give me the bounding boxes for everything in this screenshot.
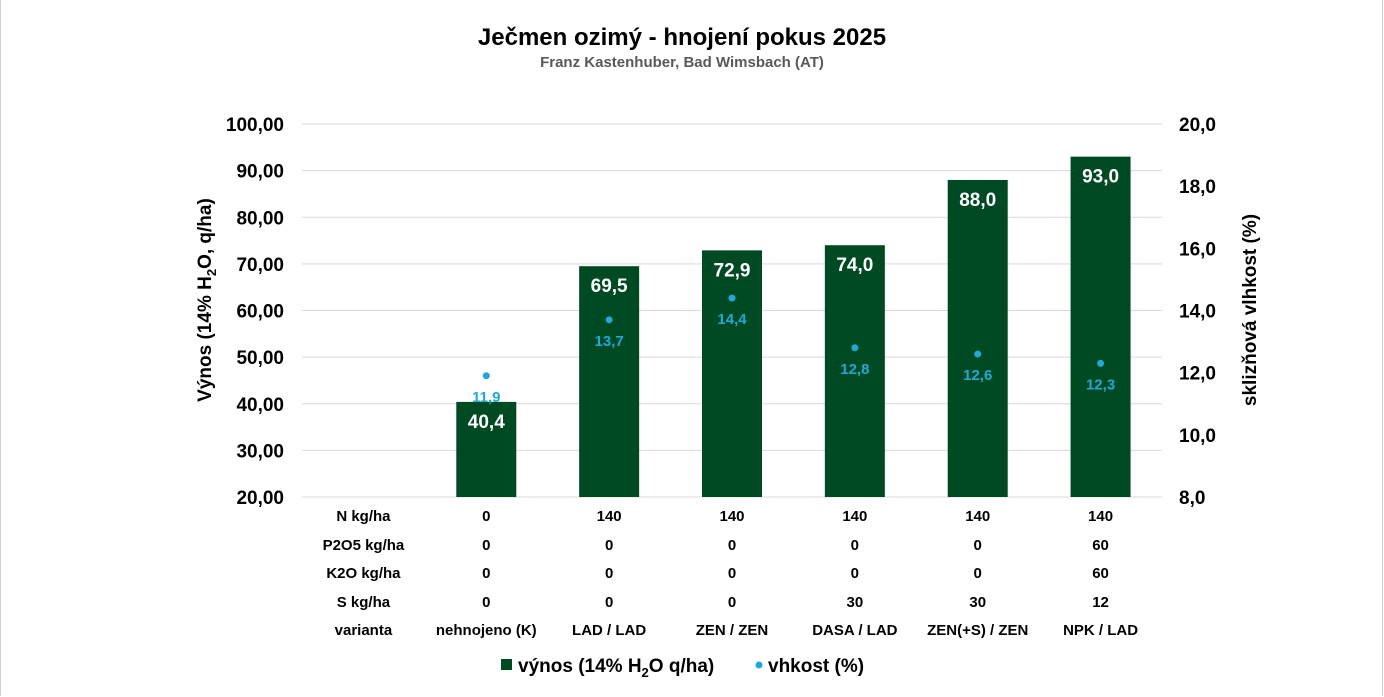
moisture-point (605, 316, 613, 324)
table-cell: 0 (605, 594, 613, 611)
table-cell: 0 (728, 565, 736, 582)
bar (702, 250, 762, 497)
right-axis-tick-label: 12,0 (1179, 364, 1216, 385)
table-cell: 0 (605, 565, 613, 582)
table-cell: 0 (974, 537, 982, 554)
legend: výnos (14% H2O q/ha) vhkost (%) (501, 656, 864, 680)
left-axis-tick-label: 50,00 (236, 348, 284, 369)
bar (947, 179, 1008, 497)
data-table: N kg/ha 0 140 140 140 140 140 P2O5 kg/ha 0 0 0 0 0 60… (323, 508, 1139, 639)
left-axis-tick-label: 60,00 (236, 302, 284, 323)
moisture-value-label: 11,9 (472, 389, 500, 406)
right-axis-title: sklizňová vlhkost (%) (1240, 214, 1261, 406)
table-cell: 0 (728, 594, 736, 611)
bar-data-labels: 40,4 69,5 72,9 74,0 88,0 93,0 (468, 167, 1119, 433)
table-row-header: P2O5 kg/ha (323, 537, 405, 554)
moisture-value-label: 12,3 (1086, 376, 1115, 393)
table-cell: 140 (597, 508, 622, 525)
legend-swatch-moisture (755, 661, 763, 669)
left-axis-tick-label: 70,00 (236, 255, 284, 276)
table-cell: 30 (847, 594, 864, 611)
table-cell: 12 (1092, 594, 1109, 611)
bar-value-label: 40,4 (468, 412, 505, 433)
table-cell: 60 (1092, 537, 1109, 554)
bar-value-label: 72,9 (714, 260, 751, 281)
right-axis-tick-label: 18,0 (1179, 177, 1216, 198)
bar (1070, 156, 1131, 497)
moisture-point (728, 294, 736, 302)
left-axis-tick-label: 20,00 (236, 488, 284, 509)
table-row-header: S kg/ha (337, 594, 391, 611)
bar (456, 401, 517, 497)
table-row-header: K2O kg/ha (326, 565, 401, 582)
table-row-header: varianta (335, 622, 393, 639)
table-cell: LAD / LAD (572, 622, 646, 639)
right-axis-tick-label: 20,0 (1179, 115, 1216, 136)
left-axis-ticks: 20,00 30,00 40,00 50,00 60,00 70,00 80,00 90,00… (226, 115, 284, 509)
right-axis-tick-label: 8,0 (1179, 488, 1205, 509)
moisture-series (482, 294, 1105, 380)
table-row-header: N kg/ha (336, 508, 391, 525)
right-axis-tick-label: 10,0 (1179, 426, 1216, 447)
moisture-point (482, 372, 490, 380)
table-cell: 0 (482, 508, 490, 525)
right-axis-ticks: 8,0 10,0 12,0 14,0 16,0 18,0 20,0 (1179, 115, 1216, 509)
right-axis-tick-label: 14,0 (1179, 302, 1216, 323)
left-axis-tick-label: 80,00 (236, 208, 284, 229)
bar-series (456, 156, 1131, 497)
table-cell: 0 (482, 594, 490, 611)
legend-label-yield: výnos (14% H2O q/ha) (518, 656, 714, 680)
moisture-value-label: 14,4 (717, 311, 747, 328)
table-cell: 60 (1092, 565, 1109, 582)
moisture-point (851, 344, 859, 352)
moisture-value-label: 12,8 (840, 361, 869, 378)
table-cell: ZEN / ZEN (696, 622, 769, 639)
bar-value-label: 88,0 (959, 190, 996, 211)
moisture-value-label: 13,7 (595, 333, 624, 350)
table-cell: 140 (1088, 508, 1113, 525)
table-cell: 0 (482, 565, 490, 582)
table-cell: 0 (974, 565, 982, 582)
table-cell: 0 (605, 537, 613, 554)
table-cell: 0 (851, 537, 859, 554)
left-axis-tick-label: 100,00 (226, 115, 284, 136)
left-axis-tick-label: 40,00 (236, 395, 284, 416)
legend-label-moisture: vhkost (%) (768, 656, 864, 677)
legend-swatch-yield (501, 659, 512, 670)
moisture-data-labels: 11,9 13,7 14,4 12,8 12,6 12,3 (472, 311, 1115, 406)
table-cell: 140 (719, 508, 744, 525)
right-axis-tick-label: 16,0 (1179, 239, 1216, 260)
table-cell: 0 (728, 537, 736, 554)
left-axis-title: Výnos (14% H2O, q/ha) (195, 198, 219, 402)
table-cell: 140 (965, 508, 990, 525)
table-cell: nehnojeno (K) (436, 622, 537, 639)
moisture-value-label: 12,6 (963, 367, 992, 384)
moisture-point (974, 350, 982, 358)
chart-subtitle: Franz Kastenhuber, Bad Wimsbach (AT) (540, 54, 824, 71)
left-axis-tick-label: 30,00 (236, 441, 284, 462)
table-cell: NPK / LAD (1063, 622, 1138, 639)
table-cell: 30 (969, 594, 986, 611)
table-cell: 140 (842, 508, 867, 525)
chart-title: Ječmen ozimý - hnojení pokus 2025 (478, 24, 886, 51)
table-cell: 0 (851, 565, 859, 582)
bar-value-label: 93,0 (1082, 167, 1119, 188)
table-cell: 0 (482, 537, 490, 554)
table-cell: DASA / LAD (812, 622, 897, 639)
bar (579, 266, 640, 497)
table-cell: ZEN(+S) / ZEN (927, 622, 1028, 639)
bar-value-label: 74,0 (836, 255, 873, 276)
moisture-point (1097, 359, 1105, 367)
bar-value-label: 69,5 (591, 276, 628, 297)
bar (824, 245, 885, 497)
left-axis-tick-label: 90,00 (236, 162, 284, 183)
